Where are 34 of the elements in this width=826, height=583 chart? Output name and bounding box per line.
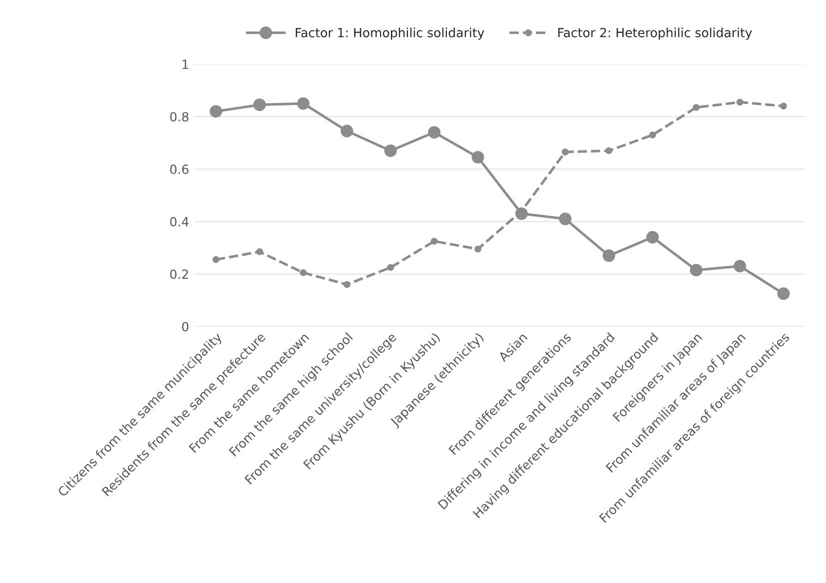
y-tick-label: 1 [182, 60, 188, 69]
point [387, 264, 394, 271]
point [646, 231, 659, 244]
point [340, 124, 354, 138]
point [253, 98, 266, 112]
y-tick-label: 0.4 [170, 217, 189, 226]
point [690, 264, 702, 276]
point [605, 147, 612, 154]
legend-label: Factor 1: Homophilic solidarity [296, 28, 484, 40]
point [649, 131, 656, 138]
point [472, 151, 484, 164]
point [602, 249, 616, 262]
point [256, 248, 264, 256]
point [780, 102, 787, 110]
point [210, 105, 222, 118]
y-tick-label: 0.2 [170, 269, 188, 279]
point [558, 212, 572, 226]
point [300, 269, 307, 276]
point [428, 126, 440, 139]
y-tick-label: 0.8 [170, 112, 188, 122]
point [734, 260, 746, 272]
point [384, 144, 397, 157]
point [212, 256, 220, 264]
point [343, 281, 350, 288]
point [297, 97, 310, 110]
y-tick-label: 0 [182, 322, 188, 332]
point [562, 148, 569, 156]
point [692, 104, 700, 111]
legend-label: Factor 2: Heterophilic solidarity [558, 28, 752, 40]
point [474, 246, 482, 253]
point [777, 287, 790, 300]
y-tick-label: 0.6 [170, 164, 188, 174]
point [430, 238, 438, 245]
point [736, 98, 744, 106]
